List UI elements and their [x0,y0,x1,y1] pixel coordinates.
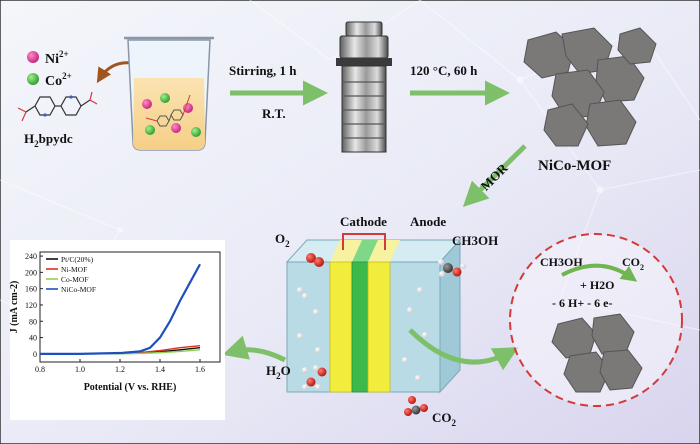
chart-x-axis-label: Potential (V vs. RHE) [84,382,177,393]
y-tick-label: 160 [25,285,37,294]
o2-label: O2 [275,231,290,249]
chart-background [10,240,225,420]
step1-condition-label: Stirring, 1 h [229,63,297,78]
y-tick-label: 0 [33,350,37,359]
methanol-label: CH3OH [452,233,498,248]
o2-molecule-icon [306,253,324,267]
ni-ion-label: Ni2+ [45,49,69,67]
ligand-label: H2bpydc [24,131,73,149]
legend-label: NiCo-MOF [61,285,96,294]
chart-plot-frame [39,251,221,363]
step2-condition-label: 120 °C, 60 h [410,63,478,78]
cathode-electrode [329,261,353,393]
y-tick-label: 40 [29,334,37,343]
x-tick-label: 1.6 [195,365,205,374]
co-ion-label: Co2+ [45,71,72,89]
membrane [351,261,369,393]
anode-electrode [367,261,391,393]
mechanism-water-label: + H2O [580,278,615,292]
water-molecule-icon [302,365,327,390]
product-label: NiCo-MOF [538,158,611,174]
legend-label: Pt/C(20%) [61,255,94,264]
beaker-icon [124,36,214,151]
x-tick-label: 1.4 [155,365,165,374]
cell-molecules [297,287,428,381]
cathode-label: Cathode [340,214,387,229]
mechanism-mof-particles-icon [551,313,643,393]
x-tick-label: 0.8 [35,365,45,374]
autoclave-icon [336,21,392,153]
mor-arrow [462,144,527,208]
legend-label: Co-MOF [61,275,89,284]
mechanism-circle: CH3OH CO2 + H2O - 6 H+ - 6 e- [509,233,683,407]
step1-temperature-label: R.T. [262,106,286,121]
methanol-molecule-icon [438,259,466,277]
series-line-nico-mof [40,263,201,355]
mechanism-co2-label: CO2 [622,255,644,272]
ni-ion-icon [27,51,39,63]
external-circuit [342,233,386,250]
mechanism-methanol-label: CH3OH [540,255,583,269]
chart-y-axis-label: J (mA cm-2) [9,281,20,334]
y-tick-label: 120 [25,301,37,310]
to-mechanism-arrow [408,328,519,371]
mechanism-electrons-label: - 6 H+ - 6 e- [552,296,613,310]
co2-molecule-icon [404,396,428,416]
nico-mof-particles-icon [523,27,657,147]
co-ion-icon [27,73,39,85]
anode-label: Anode [410,214,446,229]
metal-ions-legend: Ni2+ Co2+ [27,49,72,89]
legend-label: Ni-MOF [61,265,87,274]
co2-label: CO2 [432,410,457,428]
lsv-chart: 0.8 1.0 1.2 1.4 1.6 0 40 80 120 160 200 240 Pt/C(20… [9,240,225,420]
fuel-cell-diagram [285,233,462,394]
x-tick-label: 1.0 [75,365,85,374]
to-chart-arrow [222,335,287,363]
y-tick-label: 80 [29,317,37,326]
y-tick-label: 240 [25,252,37,261]
y-tick-label: 200 [25,268,37,277]
water-label: H2O [266,363,291,381]
mechanism-reaction-arrow [561,263,638,282]
x-tick-label: 1.2 [115,365,125,374]
ligand-structure-icon [17,91,98,122]
